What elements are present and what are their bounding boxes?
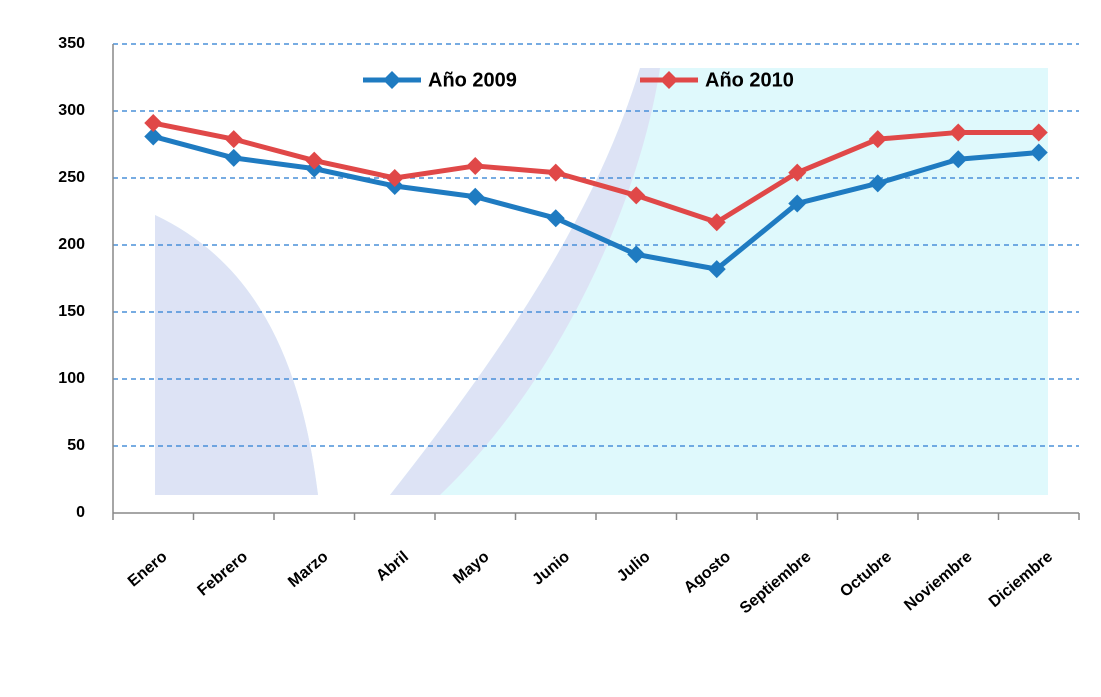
line: [152, 134, 1039, 272]
marker: [1029, 123, 1048, 142]
legend-label: Año 2010: [705, 69, 794, 91]
y-tick-label: 250: [58, 169, 85, 186]
marker: [788, 194, 807, 213]
y-tick-label: 300: [58, 102, 85, 119]
marker: [144, 114, 163, 133]
marker: [868, 174, 887, 193]
backdrop-shape: [155, 215, 318, 495]
marker: [788, 163, 807, 182]
marker: [627, 186, 646, 205]
y-tick-label: 350: [58, 35, 85, 52]
marker: [1029, 143, 1048, 162]
marker: [546, 209, 565, 228]
marker: [868, 130, 887, 149]
y-tick-label: 100: [58, 370, 85, 387]
marker: [949, 150, 968, 169]
backdrop-shape: [155, 68, 640, 495]
marker: [224, 130, 243, 149]
marker: [546, 163, 565, 182]
marker: [385, 169, 404, 187]
marker: [707, 260, 726, 279]
backdrop-shape: [390, 68, 660, 495]
marker: [144, 127, 163, 146]
marker: [466, 156, 485, 175]
line: [152, 120, 1039, 225]
y-tick-label: 0: [76, 504, 85, 521]
legend-marker: [660, 71, 678, 89]
legend-marker: [383, 71, 401, 89]
marker: [707, 213, 726, 232]
marker: [466, 187, 485, 206]
y-tick-label: 200: [58, 236, 85, 253]
y-tick-label: 150: [58, 303, 85, 320]
marker: [627, 245, 646, 264]
marker: [305, 151, 324, 170]
y-tick-label: 50: [67, 437, 85, 454]
marker: [224, 148, 243, 167]
marker: [949, 123, 968, 142]
legend-label: Año 2009: [428, 69, 517, 91]
